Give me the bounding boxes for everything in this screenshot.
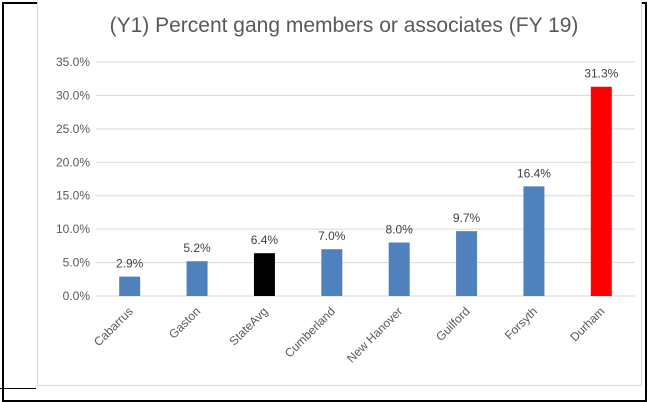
y-tick-label: 0.0% (63, 289, 91, 303)
x-axis-category-labels: Cabarrus Gaston StateAvg Cumberland New Hano… (91, 304, 607, 365)
data-label: 2.9% (116, 257, 144, 271)
bar-gaston (186, 261, 208, 296)
x-category-label: Forsyth (502, 304, 540, 342)
x-category-label: Cumberland (282, 304, 338, 360)
bar-chart: (Y1) Percent gang members or associates … (56, 14, 635, 366)
x-category-label: StateAvg (226, 304, 270, 348)
data-label: 9.7% (453, 211, 481, 225)
bars (119, 86, 612, 296)
data-labels: 2.9% 5.2% 6.4% 7.0% 8.0% 9.7% 16.4% 31.3% (116, 67, 619, 271)
bar-new-hanover (388, 242, 410, 296)
y-tick-label: 35.0% (56, 55, 90, 69)
y-tick-label: 30.0% (56, 88, 90, 102)
bar-cumberland (321, 249, 343, 296)
x-category-label: Durham (567, 304, 607, 344)
y-tick-label: 5.0% (63, 256, 91, 270)
data-label: 7.0% (318, 229, 346, 243)
bar-stateavg (253, 253, 275, 296)
data-label: 8.0% (386, 223, 414, 237)
y-tick-label: 25.0% (56, 122, 90, 136)
chart-area: (Y1) Percent gang members or associates … (37, 0, 642, 386)
bar-cabarrus (119, 276, 141, 296)
bar-forsyth (523, 186, 545, 296)
y-tick-label: 10.0% (56, 222, 90, 236)
data-label: 5.2% (183, 241, 211, 255)
data-label: 6.4% (251, 233, 279, 247)
data-label: 31.3% (584, 67, 618, 81)
x-category-label: Guilford (433, 304, 473, 344)
data-label: 16.4% (517, 166, 551, 180)
x-category-label: New Hanover (344, 304, 405, 365)
x-category-label: Gaston (166, 304, 203, 341)
gridlines (96, 61, 635, 297)
bar-durham (590, 86, 612, 296)
x-category-label: Cabarrus (91, 304, 136, 349)
chart-title: (Y1) Percent gang members or associates … (110, 14, 579, 37)
y-tick-label: 20.0% (56, 155, 90, 169)
y-tick-label: 15.0% (56, 189, 90, 203)
frame-corner (0, 388, 36, 397)
y-axis-tick-labels: 0.0% 5.0% 10.0% 15.0% 20.0% 25.0% 30.0% 35.0% (56, 55, 90, 303)
bar-guilford (456, 231, 478, 296)
